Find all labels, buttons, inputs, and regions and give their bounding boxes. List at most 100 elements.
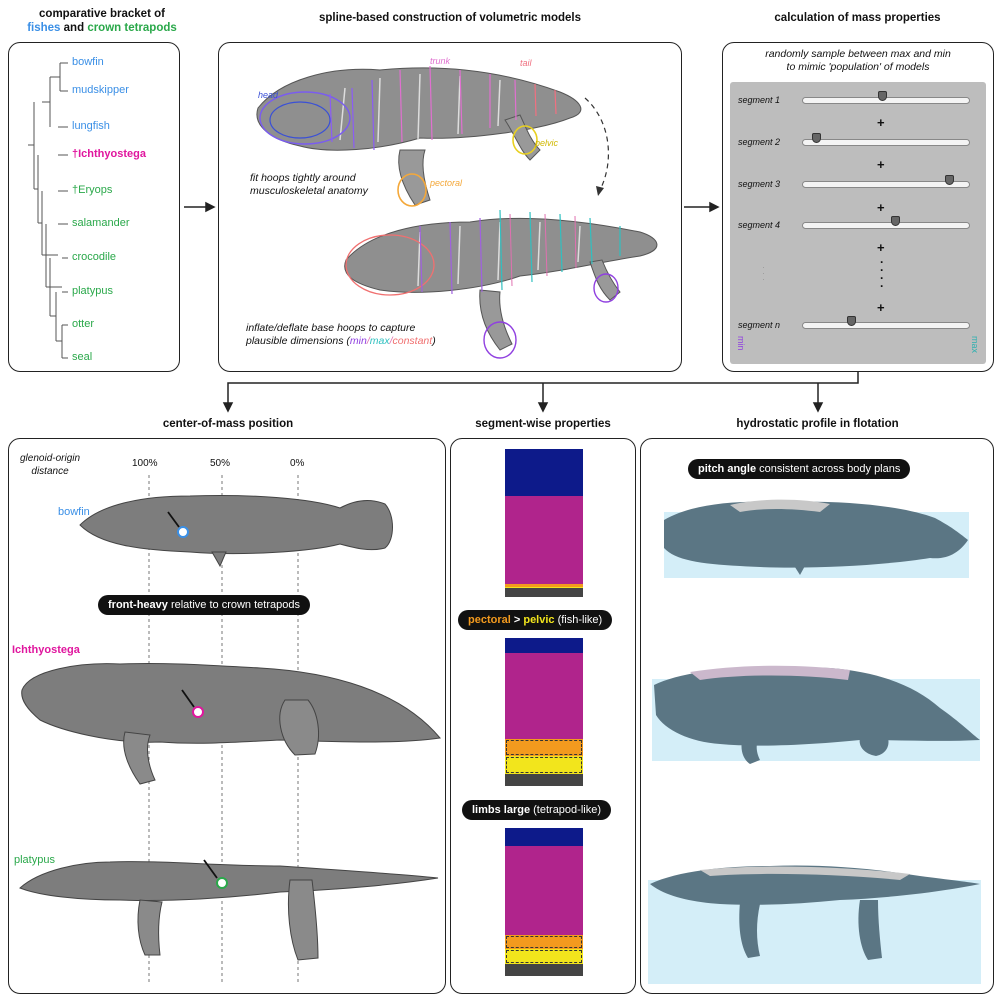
plus-sign: + [877,157,885,172]
tick-100: 100% [132,458,158,469]
com-label-ichthyostega: Ichthyostega [12,644,80,656]
bar-segment-head [505,638,583,653]
panel3-title: calculation of mass properties [774,12,941,24]
taxon-salamander: salamander [72,217,130,229]
panel2-title: spline-based construction of volumetric … [319,12,581,24]
bowfin-model [79,495,393,555]
front-heavy-rest: relative to crown tetrapods [167,599,300,611]
bar-segment-pelvic [505,949,583,965]
gt-label: > [510,614,524,626]
taxon-crocodile: crocodile [72,251,117,263]
com-label-bowfin: bowfin [58,506,90,518]
caption-inflate-line1: inflate/deflate base hoops to capture [246,322,416,334]
label-head: head [258,90,279,100]
segment-slider-handle[interactable] [811,133,821,143]
caption-close: ) [432,335,436,347]
plus-sign: + [877,240,885,255]
label-tail: tail [520,58,532,68]
taxon-seal: seal [72,351,93,363]
segment-slider-track[interactable] [802,222,970,229]
pitch-angle-rest: consistent across body plans [756,463,901,475]
tick-0: 0% [290,458,305,469]
caption-inflate-line2: plausible dimensions (min/max/constant) [246,335,436,347]
bar-segment-pectoral [505,583,583,587]
bar-segment-pelvic [505,586,583,589]
plus-sign: + [877,115,885,130]
segment-label: segment n [738,320,781,330]
bar-segment-pectoral [505,934,583,950]
caption-inflate: inflate/deflate base hoops to capture pl… [246,322,436,348]
bar-segment-pectoral [505,738,583,757]
segment-label: segment 2 [738,137,781,147]
mass-subtitle-line2: to mimic 'population' of models [786,61,930,73]
fishes-label: fishes [27,22,61,34]
bar-segment-trunk [505,845,583,935]
front-heavy-pill: front-heavy relative to crown tetrapods [98,595,310,615]
pitch-angle-bold: pitch angle [698,463,757,475]
ellipsis-dots: · · · · [880,255,884,293]
bar-segment-head [505,828,583,846]
segment-slider-track[interactable] [802,322,970,329]
pectoral-label: pectoral [468,614,511,626]
ichthyostega-model [21,662,441,744]
taxon-ichthyostega: †Ichthyostega [72,148,146,160]
com-marker-ichthyostega [192,706,204,718]
and-label: and [63,22,85,34]
caption-fit-hoops: fit hoops tightly around musculoskeletal… [250,172,368,198]
caption-constant: constant [392,335,433,347]
mass-subtitle-line1: randomly sample between max and min [765,48,951,60]
segment-label: segment 4 [738,220,781,230]
caption-fit-line1: fit hoops tightly around [250,172,356,184]
com-marker-bowfin [177,526,189,538]
com-marker-platypus [216,877,228,889]
panel5-title: segment-wise properties [475,418,611,430]
limbs-large-bold: limbs large [472,804,531,816]
label-trunk: trunk [430,56,451,66]
plus-sign: + [877,300,885,315]
taxon-bowfin: bowfin [72,56,104,68]
bar-segment-head [505,449,583,497]
axis-title: glenoid-origin distance [20,452,80,478]
plus-sign: + [877,200,885,215]
skeleton-model-lower [344,209,658,359]
title-line2: fishes and crown tetrapods [22,21,182,35]
ellipsis-left: · · · [762,262,765,284]
segment-slider-handle[interactable] [846,316,856,326]
segment-slider-handle[interactable] [945,175,955,185]
bar-segment-tail [505,964,583,976]
segment-slider-track[interactable] [802,181,970,188]
label-pelvic: pelvic [535,138,559,148]
bar-segment-trunk [505,652,583,739]
pelvic-label: pelvic [523,614,555,626]
segment-slider-handle[interactable] [891,216,901,226]
skeleton-model-upper [256,65,582,207]
bar-segment-trunk [505,496,583,584]
caption-fit-line2: musculoskeletal anatomy [250,185,368,197]
taxon-platypus: platypus [72,285,113,297]
segment-slider-handle[interactable] [878,91,888,101]
caption-max: max [369,335,390,347]
axis-title-line2: distance [31,466,69,477]
bar-segment-pelvic [505,756,583,775]
taxon-lungfish: lungfish [72,120,110,132]
tetrapod-like-label: (tetrapod-like) [530,804,601,816]
panel1-title: comparative bracket of fishes and crown … [22,7,182,35]
label-pectoral: pectoral [430,178,463,188]
platypus-model [19,861,439,902]
tick-50: 50% [210,458,231,469]
tetrapods-label: crown tetrapods [87,22,177,34]
taxon-otter: otter [72,318,95,330]
panel4-title: center-of-mass position [162,418,294,430]
com-label-platypus: platypus [14,854,55,866]
pectoral-pelvic-pill: pectoral > pelvic (fish-like) [458,610,613,630]
segment-label: segment 1 [738,95,781,105]
taxon-mudskipper: mudskipper [72,84,129,96]
title-line1: comparative bracket of [39,8,165,20]
limbs-large-pill: limbs large (tetrapod-like) [462,800,611,820]
taxon-eryops: †Eryops [72,184,113,196]
segment-slider-track[interactable] [802,139,970,146]
